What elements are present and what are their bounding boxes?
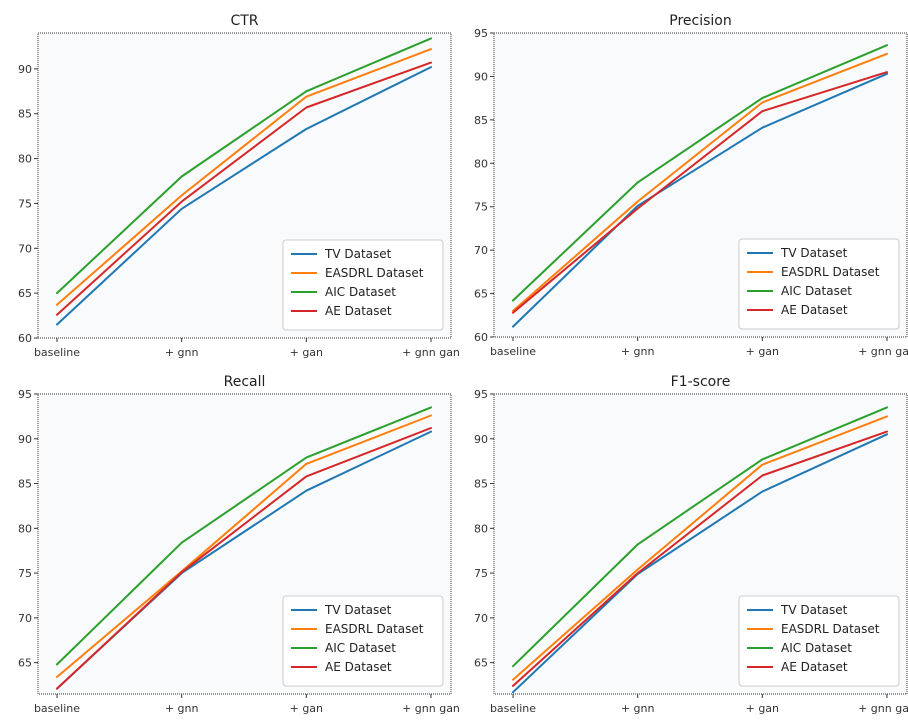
x-tick-label: + gnn [621, 345, 655, 358]
series-line-tv-dataset [56, 66, 432, 326]
series-line-easdrl-dataset [512, 52, 888, 312]
x-tick-label: + gnn gan [858, 702, 908, 715]
y-tick-label: 80 [474, 522, 488, 535]
chart-panel-1: CTR 60 65 70 75 80 85 90 baseline + gnn + gan + gnn… [18, 13, 460, 359]
y-tick-label: 60 [474, 331, 488, 344]
x-tick-label: + gnn gan [402, 346, 460, 359]
legend-label: AE Dataset [781, 303, 848, 317]
y-tick-label: 70 [18, 242, 32, 255]
x-tick-label: baseline [34, 702, 80, 715]
chart-panel-4: F1-score 65 70 75 80 85 90 95 baseline + gnn + gan… [474, 374, 908, 715]
legend-box [738, 238, 900, 330]
y-tick-label: 75 [18, 197, 32, 210]
series-line-easdrl-dataset [512, 415, 888, 681]
x-tick-label: + gan [746, 702, 779, 715]
legend-label: AE Dataset [325, 304, 392, 318]
legend-label: AE Dataset [325, 660, 392, 674]
y-tick-label: 65 [18, 657, 32, 670]
y-tick-label: 65 [474, 288, 488, 301]
legend-label: TV Dataset [324, 247, 392, 261]
legend-label: TV Dataset [780, 246, 848, 260]
chart-panel-3: Recall 65 70 75 80 85 90 95 baseline + gnn + gan + … [18, 374, 460, 715]
legend-label: EASDRL Dataset [781, 622, 880, 636]
y-tick-label: 65 [18, 287, 32, 300]
series-line-aic-dataset [512, 44, 888, 302]
legend-label: AIC Dataset [781, 641, 852, 655]
x-tick-label: baseline [490, 702, 536, 715]
chart-panel-2: Precision 60 65 70 75 80 85 90 95 baseline + gnn + … [474, 13, 908, 358]
x-tick-label: + gnn gan [858, 345, 908, 358]
y-tick-label: 90 [18, 433, 32, 446]
x-tick-label: + gan [290, 346, 323, 359]
x-tick-label: + gnn gan [402, 702, 460, 715]
legend-label: EASDRL Dataset [325, 622, 424, 636]
legend-label: AIC Dataset [781, 284, 852, 298]
y-tick-label: 80 [18, 153, 32, 166]
x-tick-label: + gnn [165, 702, 199, 715]
x-tick-label: + gnn [165, 346, 199, 359]
series-line-ae-dataset [512, 430, 888, 687]
x-tick-label: + gan [746, 345, 779, 358]
x-tick-label: baseline [34, 346, 80, 359]
y-tick-label: 85 [474, 478, 488, 491]
y-tick-label: 95 [474, 27, 488, 40]
legend: TV Dataset EASDRL Dataset AIC Dataset AE Da… [282, 595, 444, 687]
legend-box [282, 239, 444, 331]
legend: TV Dataset EASDRL Dataset AIC Dataset AE Da… [738, 238, 900, 330]
y-tick-label: 90 [474, 433, 488, 446]
y-tick-label: 70 [18, 612, 32, 625]
y-tick-label: 90 [18, 63, 32, 76]
legend-label: TV Dataset [780, 603, 848, 617]
y-tick-label: 65 [474, 657, 488, 670]
legend-label: AIC Dataset [325, 641, 396, 655]
series-line-aic-dataset [56, 406, 432, 666]
x-tick-label: + gan [290, 702, 323, 715]
legend-box [738, 595, 900, 687]
series-line-tv-dataset [512, 72, 888, 328]
y-tick-label: 60 [18, 332, 32, 345]
legend: TV Dataset EASDRL Dataset AIC Dataset AE Da… [282, 239, 444, 331]
legend-label: AIC Dataset [325, 285, 396, 299]
series-line-aic-dataset [512, 406, 888, 668]
y-tick-label: 80 [18, 522, 32, 535]
x-tick-label: + gnn [621, 702, 655, 715]
y-tick-label: 95 [18, 388, 32, 401]
legend-label: TV Dataset [324, 603, 392, 617]
legend-label: EASDRL Dataset [325, 266, 424, 280]
chart-title: F1-score [671, 374, 731, 390]
y-tick-label: 85 [474, 114, 488, 127]
y-tick-label: 95 [474, 388, 488, 401]
series-line-aic-dataset [56, 37, 432, 295]
chart-title: CTR [230, 13, 258, 29]
series-line-ae-dataset [512, 71, 888, 314]
y-tick-label: 85 [18, 478, 32, 491]
chart-title: Recall [224, 374, 266, 390]
legend-box [282, 595, 444, 687]
y-tick-label: 90 [474, 70, 488, 83]
x-tick-label: baseline [490, 345, 536, 358]
series-line-tv-dataset [512, 433, 888, 694]
series-line-ae-dataset [56, 427, 432, 690]
y-tick-label: 75 [474, 201, 488, 214]
legend-label: AE Dataset [781, 660, 848, 674]
y-tick-label: 80 [474, 157, 488, 170]
chart-title: Precision [669, 13, 731, 29]
series-line-easdrl-dataset [56, 48, 432, 306]
y-tick-label: 75 [18, 567, 32, 580]
y-tick-label: 70 [474, 244, 488, 257]
y-tick-label: 85 [18, 108, 32, 121]
y-tick-label: 70 [474, 612, 488, 625]
legend: TV Dataset EASDRL Dataset AIC Dataset AE Da… [738, 595, 900, 687]
series-line-ae-dataset [56, 61, 432, 316]
legend-label: EASDRL Dataset [781, 265, 880, 279]
y-tick-label: 75 [474, 567, 488, 580]
series-line-easdrl-dataset [56, 414, 432, 678]
